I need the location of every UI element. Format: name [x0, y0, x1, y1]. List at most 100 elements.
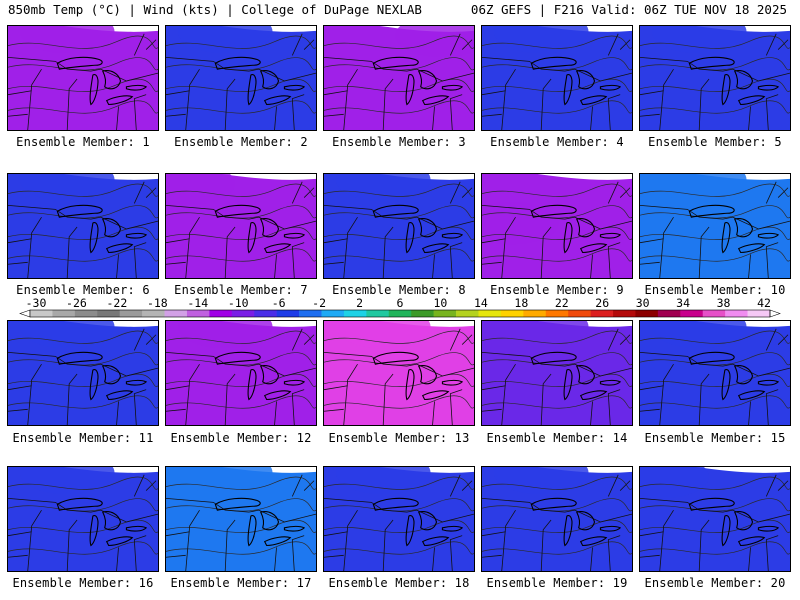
ensemble-member-label: Ensemble Member: 6: [16, 283, 150, 297]
ensemble-member-label: Ensemble Member: 4: [490, 135, 624, 149]
cold-core-region: [166, 174, 236, 206]
ensemble-map-panel: [481, 320, 633, 426]
temperature-field-map: [166, 26, 316, 130]
height-contour: [166, 183, 316, 197]
colorbar-swatch: [747, 310, 771, 317]
colorbar-tick-label: 14: [474, 296, 488, 310]
ensemble-map-panel: [481, 25, 633, 131]
ensemble-member-label: Ensemble Member: 5: [648, 135, 782, 149]
state-border: [607, 474, 631, 497]
state-border: [449, 474, 473, 497]
state-border: [698, 226, 710, 278]
height-contour: [640, 476, 790, 490]
ensemble-member-label: Ensemble Member: 20: [644, 576, 786, 590]
state-border: [66, 519, 78, 571]
colorbar-swatch: [500, 310, 524, 317]
temperature-field-map: [324, 467, 474, 571]
height-contour: [8, 205, 158, 219]
great-lake-outline: [89, 222, 99, 254]
height-contour: [166, 226, 316, 240]
colorbar-tick-label: -2: [312, 296, 326, 310]
great-lake-outline: [263, 390, 292, 401]
state-border: [640, 90, 664, 117]
cold-core-region: [177, 26, 273, 54]
cold-core-region: [177, 467, 273, 495]
ensemble-map-panel: [323, 25, 475, 131]
cold-core-region: [493, 321, 589, 349]
great-lake-outline: [417, 70, 438, 90]
state-border: [640, 498, 790, 523]
state-border: [66, 226, 78, 278]
height-contour: [640, 226, 790, 240]
height-contour: [640, 498, 790, 512]
colorbar-swatch: [97, 310, 120, 317]
temperature-band: [8, 321, 158, 425]
great-lake-outline: [214, 351, 261, 365]
great-lake-outline: [575, 218, 596, 238]
state-border: [66, 373, 78, 425]
colorbar-left-arrow: [19, 309, 31, 318]
ensemble-map-panel: [165, 173, 317, 279]
state-border: [116, 94, 147, 130]
great-lake-outline: [688, 351, 735, 365]
cold-core-region: [19, 467, 115, 495]
height-contour: [324, 373, 474, 387]
great-lake-outline: [733, 365, 754, 385]
temperature-field-map: [640, 321, 790, 425]
state-border: [8, 238, 32, 265]
temperature-band: [324, 321, 474, 425]
state-border: [540, 519, 552, 571]
height-contour: [482, 476, 632, 490]
height-contour: [324, 248, 474, 262]
great-lake-outline: [421, 243, 450, 254]
temperature-band: [640, 174, 790, 278]
height-contour: [324, 352, 474, 366]
height-contour: [324, 100, 474, 114]
state-border: [382, 226, 394, 278]
colorbar-swatch: [366, 310, 390, 317]
ensemble-map-panel: [639, 466, 791, 572]
great-lake-outline: [721, 74, 731, 106]
temperature-band: [482, 321, 632, 425]
height-contour: [324, 541, 474, 555]
ensemble-member-label: Ensemble Member: 1: [16, 135, 150, 149]
state-border: [748, 94, 779, 130]
state-border: [482, 238, 506, 265]
ensemble-member-label: Ensemble Member: 10: [644, 283, 786, 297]
state-border: [274, 535, 305, 571]
ensemble-member-label: Ensemble Member: 16: [12, 576, 154, 590]
height-contour: [482, 248, 632, 262]
height-contour: [166, 498, 316, 512]
temperature-field-map: [8, 26, 158, 130]
cold-core-region: [19, 321, 115, 349]
temperature-band: [640, 321, 790, 425]
state-border: [432, 94, 463, 130]
colorbar-tick-label: -10: [228, 296, 249, 310]
ensemble-member-label: Ensemble Member: 18: [328, 576, 470, 590]
great-lake-outline: [105, 243, 134, 254]
state-border: [116, 535, 147, 571]
cold-core-region: [493, 26, 589, 54]
temperature-band: [640, 26, 790, 130]
temperature-field-map: [166, 467, 316, 571]
height-contour: [640, 541, 790, 555]
great-lake-outline: [441, 84, 464, 91]
state-border: [185, 363, 200, 425]
height-contour: [324, 183, 474, 197]
state-border: [8, 498, 158, 523]
colorbar-tick-label: 2: [356, 296, 363, 310]
great-lake-outline: [579, 390, 608, 401]
colorbar-swatch: [119, 310, 143, 317]
state-border: [382, 373, 394, 425]
great-lake-outline: [405, 74, 415, 106]
state-border: [224, 78, 236, 130]
colorbar-swatch: [702, 310, 726, 317]
state-border: [133, 474, 157, 497]
great-lake-outline: [688, 56, 735, 70]
great-lake-outline: [733, 218, 754, 238]
colorbar-right-arrow: [769, 309, 781, 318]
height-contour: [324, 476, 474, 490]
ensemble-map-panel: [481, 173, 633, 279]
state-border: [659, 216, 674, 278]
ensemble-member-label: Ensemble Member: 2: [174, 135, 308, 149]
